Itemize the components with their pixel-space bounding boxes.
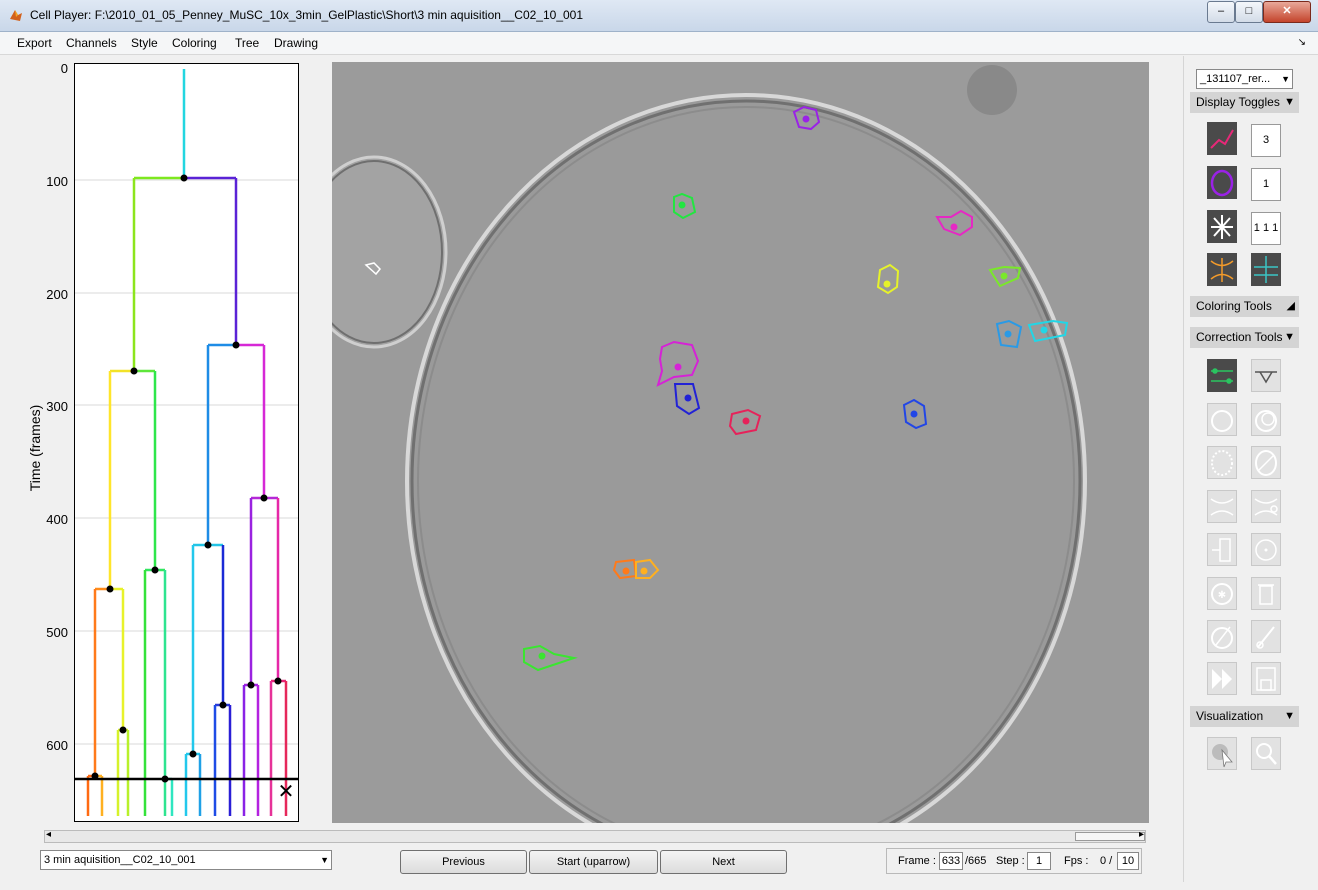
tree-y-tick-label: 100 — [46, 173, 68, 189]
cut-cell-icon[interactable] — [1251, 446, 1281, 479]
move-frame-icon[interactable] — [1207, 533, 1237, 566]
frame-controls: Frame : 633 /665 Step : 1 Fps : 0 / 10 — [886, 848, 1142, 874]
collapse-arrow-icon: ◢ — [1286, 300, 1295, 312]
scroll-left-icon[interactable]: ◂ — [46, 829, 52, 840]
lineage-tree-svg[interactable]: ✕ — [75, 64, 298, 821]
coloring-tools-header[interactable]: Coloring Tools ◢ — [1190, 296, 1299, 317]
frame-scrollbar[interactable]: ◂ ▸ — [44, 829, 1146, 843]
tree-y-tick-label: 0 — [60, 61, 68, 76]
lineage-tree-plot[interactable]: ✕ — [74, 63, 299, 822]
cell-image-view[interactable] — [332, 62, 1149, 823]
previous-button[interactable]: Previous — [400, 850, 527, 874]
close-button[interactable]: ✕ — [1263, 1, 1311, 23]
next-button[interactable]: Next — [660, 850, 787, 874]
marker-size-field[interactable]: 1 1 1 — [1251, 212, 1281, 245]
fps-current: 0 / — [1100, 855, 1113, 867]
add-outline-icon[interactable] — [1251, 403, 1281, 436]
menu-style[interactable]: Style — [131, 36, 158, 50]
minimize-button[interactable]: – — [1207, 1, 1235, 23]
menu-export[interactable]: Export — [17, 36, 52, 50]
split-cell-icon[interactable] — [1207, 446, 1237, 479]
fast-forward-icon[interactable] — [1207, 662, 1237, 695]
frame-total: /665 — [965, 855, 987, 867]
split-track-icon[interactable] — [1251, 359, 1281, 392]
link-tracks-icon[interactable] — [1207, 359, 1237, 392]
edit-outline-icon[interactable] — [1207, 620, 1237, 653]
coloring-tools-label: Coloring Tools — [1196, 299, 1272, 313]
undock-icon[interactable]: ↘ — [1297, 37, 1306, 48]
asterisk-toggle-icon[interactable] — [1207, 210, 1237, 243]
delete-cell-icon[interactable]: ✱ — [1207, 577, 1237, 610]
window-title: Cell Player: F:\2010_01_05_Penney_MuSC_1… — [30, 8, 584, 22]
tracks-length-field[interactable]: 3 — [1251, 124, 1281, 157]
correction-tools-header[interactable]: Correction Tools ▼ — [1190, 327, 1299, 348]
point-cell-icon[interactable] — [1251, 533, 1281, 566]
scroll-right-icon[interactable]: ▸ — [1138, 829, 1144, 840]
current-frame-marker: ✕ — [278, 779, 295, 803]
tree-y-tick-label: 600 — [46, 737, 68, 753]
step-input[interactable]: 1 — [1027, 852, 1051, 870]
tools-panel — [1183, 56, 1312, 882]
chevron-down-icon: ▼ — [320, 855, 329, 865]
svg-text:✱: ✱ — [1218, 590, 1226, 601]
display-toggles-label: Display Toggles — [1196, 95, 1280, 109]
visualization-label: Visualization — [1196, 709, 1264, 723]
visualization-header[interactable]: Visualization ▼ — [1190, 706, 1299, 727]
outline-width-field[interactable]: 1 — [1251, 168, 1281, 201]
expand-arrow-icon: ▼ — [1284, 96, 1295, 108]
fps-input[interactable]: 10 — [1117, 852, 1139, 870]
brush-icon[interactable] — [1251, 620, 1281, 653]
tree-y-tick-label: 200 — [46, 286, 68, 302]
chevron-down-icon: ▼ — [1281, 74, 1290, 84]
dataset-select-value: _131107_rer... — [1200, 73, 1271, 85]
file-select-value: 3 min aquisition__C02_10_001 — [44, 854, 196, 866]
display-toggles-header[interactable]: Display Toggles ▼ — [1190, 92, 1299, 113]
title-bar: Cell Player: F:\2010_01_05_Penney_MuSC_1… — [0, 0, 1318, 32]
select-pointer-icon[interactable] — [1207, 737, 1237, 770]
maximize-button[interactable]: □ — [1235, 1, 1263, 23]
step-label: Step : — [996, 855, 1025, 867]
division-toggle-icon[interactable] — [1207, 253, 1237, 286]
file-select[interactable]: 3 min aquisition__C02_10_001 ▼ — [40, 850, 332, 870]
branch-split-icon[interactable] — [1251, 490, 1281, 523]
scrollbar-thumb[interactable] — [1075, 832, 1145, 841]
frame-label: Frame : — [898, 855, 936, 867]
menu-tree[interactable]: Tree — [235, 36, 260, 50]
tracks-toggle-icon[interactable] — [1207, 122, 1237, 155]
frame-input[interactable]: 633 — [939, 852, 963, 870]
matlab-icon — [10, 10, 22, 21]
zoom-icon[interactable] — [1251, 737, 1281, 770]
menu-drawing[interactable]: Drawing — [274, 36, 319, 50]
trash-icon[interactable] — [1251, 577, 1281, 610]
add-cell-icon[interactable] — [1207, 403, 1237, 436]
start-button[interactable]: Start (uparrow) — [529, 850, 658, 874]
outline-toggle-icon[interactable] — [1207, 166, 1237, 199]
expand-arrow-icon: ▼ — [1284, 331, 1295, 343]
menu-bar: Export Channels Style Coloring Tree Draw… — [0, 32, 1318, 55]
dataset-select[interactable]: _131107_rer... ▼ — [1196, 69, 1293, 89]
grid-toggle-icon[interactable] — [1251, 253, 1281, 286]
tree-y-tick-label: 500 — [46, 625, 68, 640]
menu-coloring[interactable]: Coloring — [172, 36, 217, 50]
microscopy-image[interactable] — [332, 62, 1149, 823]
tree-y-tick-label: 300 — [46, 399, 68, 415]
expand-arrow-icon: ▼ — [1284, 710, 1295, 722]
branch-merge-icon[interactable] — [1207, 490, 1237, 523]
menu-channels[interactable]: Channels — [66, 36, 117, 50]
correction-tools-label: Correction Tools — [1196, 330, 1283, 344]
tree-y-tick-label: 400 — [46, 512, 68, 528]
save-icon[interactable] — [1251, 662, 1281, 695]
fps-label: Fps : — [1064, 855, 1089, 867]
